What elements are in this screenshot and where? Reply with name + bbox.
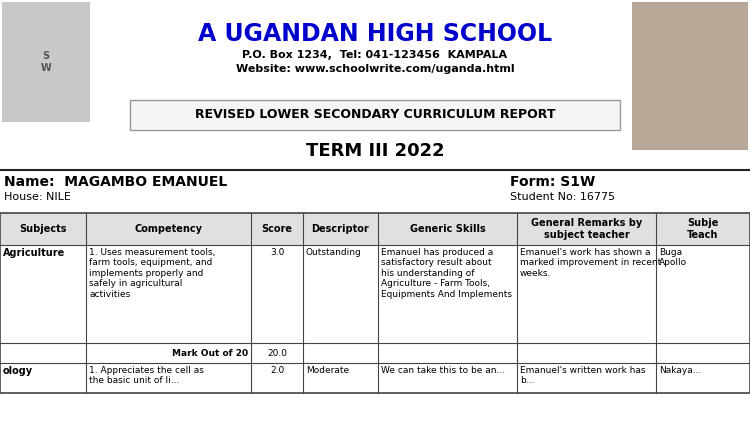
Text: Student No: 16775: Student No: 16775 bbox=[510, 192, 615, 202]
Text: Form: S1W: Form: S1W bbox=[510, 175, 596, 189]
Text: Competency: Competency bbox=[134, 224, 202, 234]
Text: We can take this to be an...: We can take this to be an... bbox=[381, 366, 506, 375]
Text: Score: Score bbox=[262, 224, 292, 234]
Text: P.O. Box 1234,  Tel: 041-123456  KAMPALA: P.O. Box 1234, Tel: 041-123456 KAMPALA bbox=[242, 50, 508, 60]
Text: 1. Uses measurement tools,
farm tools, equipment, and
implements properly and
sa: 1. Uses measurement tools, farm tools, e… bbox=[89, 248, 215, 299]
Text: Buga
Apollo: Buga Apollo bbox=[659, 248, 687, 268]
Bar bbox=[632, 2, 748, 150]
Text: Emanuel has produced a
satisfactory result about
his understanding of
Agricultur: Emanuel has produced a satisfactory resu… bbox=[381, 248, 512, 299]
Text: S
W: S W bbox=[40, 51, 51, 73]
Text: 1. Appreciates the cell as
the basic unit of li...: 1. Appreciates the cell as the basic uni… bbox=[89, 366, 204, 385]
Bar bbox=[130, 100, 620, 130]
Text: TERM III 2022: TERM III 2022 bbox=[306, 142, 444, 160]
Text: ology: ology bbox=[3, 366, 33, 376]
Text: General Remarks by
subject teacher: General Remarks by subject teacher bbox=[531, 218, 642, 240]
Text: Website: www.schoolwrite.com/uganda.html: Website: www.schoolwrite.com/uganda.html bbox=[236, 64, 514, 74]
Text: Subjects: Subjects bbox=[20, 224, 67, 234]
Text: Mark Out of 20: Mark Out of 20 bbox=[172, 349, 248, 357]
Text: 20.0: 20.0 bbox=[267, 349, 287, 357]
Text: A UGANDAN HIGH SCHOOL: A UGANDAN HIGH SCHOOL bbox=[198, 22, 552, 46]
Bar bbox=[2, 2, 90, 122]
Text: Nakaya...: Nakaya... bbox=[659, 366, 701, 375]
Text: 2.0: 2.0 bbox=[270, 366, 284, 375]
Text: 3.0: 3.0 bbox=[270, 248, 284, 257]
Text: Outstanding: Outstanding bbox=[306, 248, 362, 257]
Text: Generic Skills: Generic Skills bbox=[410, 224, 485, 234]
Text: Subje
Teach: Subje Teach bbox=[687, 218, 718, 240]
Text: Descriptor: Descriptor bbox=[312, 224, 369, 234]
Text: Agriculture: Agriculture bbox=[3, 248, 65, 258]
Text: Emanuel's work has shown a
marked improvement in recent
weeks.: Emanuel's work has shown a marked improv… bbox=[520, 248, 662, 278]
Text: House: NILE: House: NILE bbox=[4, 192, 70, 202]
Text: REVISED LOWER SECONDARY CURRICULUM REPORT: REVISED LOWER SECONDARY CURRICULUM REPOR… bbox=[195, 108, 555, 122]
Bar bbox=[0, 213, 750, 245]
Text: Moderate: Moderate bbox=[306, 366, 349, 375]
Bar bbox=[0, 213, 750, 393]
Text: Emanuel's written work has
b...: Emanuel's written work has b... bbox=[520, 366, 646, 385]
Text: Name:  MAGAMBO EMANUEL: Name: MAGAMBO EMANUEL bbox=[4, 175, 227, 189]
